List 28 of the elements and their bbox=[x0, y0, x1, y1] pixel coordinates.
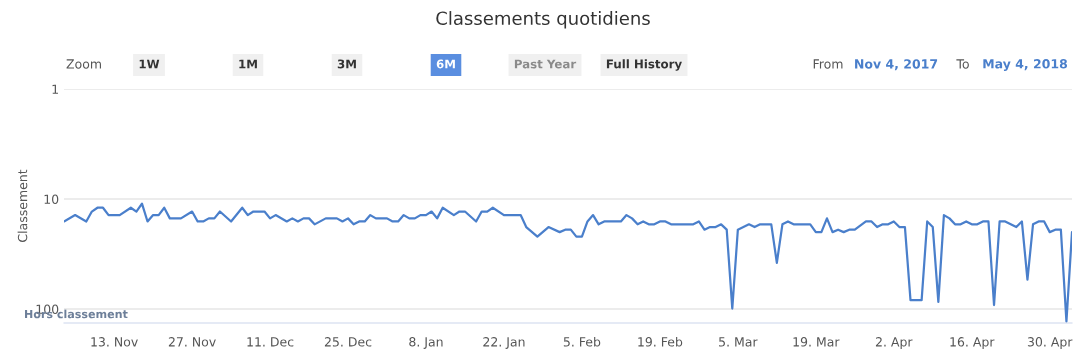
x-tick-label: 19. Mar bbox=[793, 337, 840, 347]
x-tick-label: 11. Dec bbox=[247, 337, 294, 347]
x-tick-label: 25. Dec bbox=[324, 337, 372, 347]
text: Past Year bbox=[514, 59, 577, 69]
x-tick-label: 30. Apr bbox=[1027, 337, 1073, 349]
text: To bbox=[956, 59, 969, 69]
x-tick-label: 2. Apr bbox=[875, 337, 913, 349]
text: 3M bbox=[337, 59, 356, 69]
x-tick-label: 16. Apr bbox=[950, 337, 995, 349]
text: 1W bbox=[139, 59, 160, 69]
text: 6M bbox=[436, 59, 455, 69]
y-axis-title: Classement bbox=[17, 169, 28, 242]
y-tick-label: 1 bbox=[52, 84, 58, 94]
x-tick-label: 27. Nov bbox=[168, 337, 216, 347]
y-tick-label: 10 bbox=[44, 194, 59, 204]
x-tick-label: 22. Jan bbox=[483, 337, 525, 349]
text: Nov 4, 2017 bbox=[855, 59, 938, 71]
text: 1M bbox=[239, 59, 257, 69]
chart-title: Classements quotidiens bbox=[436, 11, 650, 29]
x-tick-label: 8. Jan bbox=[409, 337, 443, 349]
x-tick-label: 13. Nov bbox=[91, 337, 138, 347]
text: Full History bbox=[606, 59, 682, 71]
text: Zoom bbox=[66, 59, 101, 69]
text: May 4, 2018 bbox=[983, 59, 1068, 72]
x-tick-label: 19. Feb bbox=[638, 336, 683, 347]
x-tick-label: 5. Feb bbox=[563, 336, 601, 347]
x-tick-label: 5. Mar bbox=[719, 337, 758, 347]
text: From bbox=[813, 59, 843, 69]
